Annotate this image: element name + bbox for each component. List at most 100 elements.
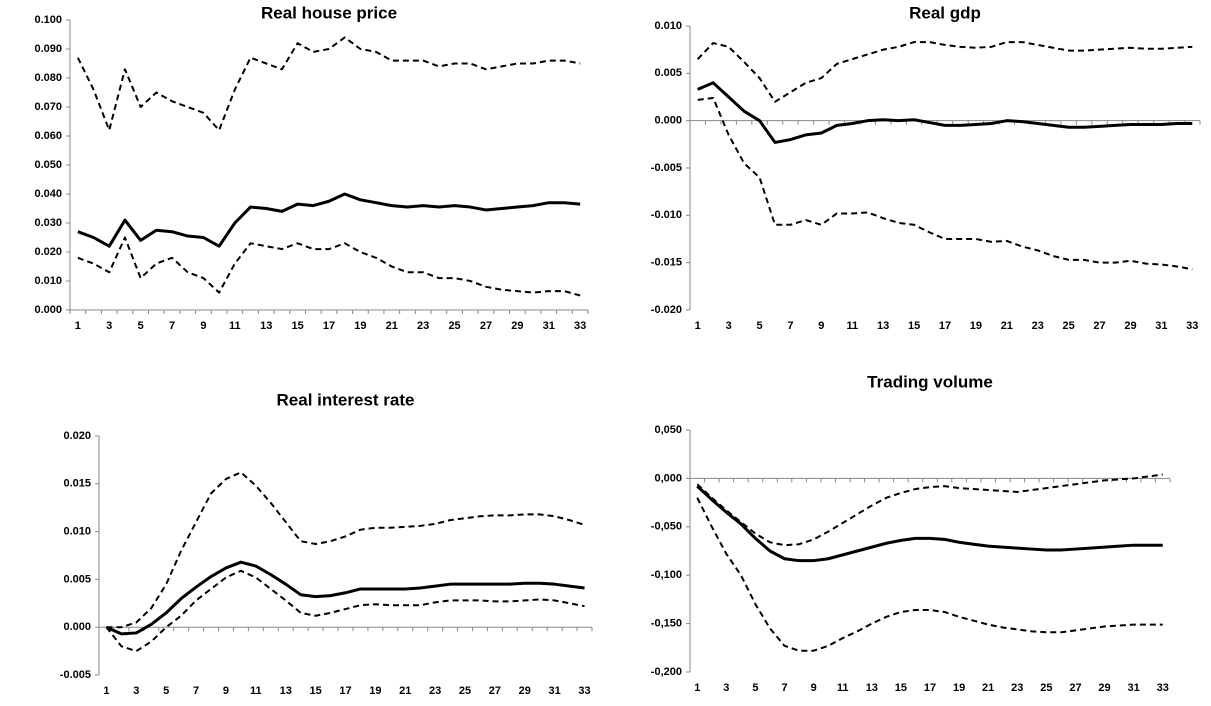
y-tick-label: -0,100 [651,569,682,581]
x-tick-label: 19 [354,320,366,332]
y-tick-label: 0.090 [34,43,62,55]
x-tick-label: 17 [939,320,951,332]
y-tick-label: 0.015 [63,478,91,490]
x-tick-label: 17 [323,320,335,332]
x-tick-label: 19 [953,682,965,694]
x-tick-label: 7 [787,320,793,332]
series-line [106,471,585,629]
series-line [697,96,1193,271]
x-tick-label: 9 [811,682,817,694]
y-tick-label: -0.005 [60,669,91,681]
y-tick-label: 0.010 [654,20,682,32]
series-line [77,192,581,248]
x-tick-label: 15 [291,320,303,332]
x-tick-label: 27 [489,685,501,697]
series-line [697,81,1193,144]
y-tick-label: 0.050 [34,159,62,171]
x-tick-label: 15 [895,682,907,694]
x-tick-label: 29 [1098,682,1110,694]
y-tick-label: 0,050 [654,424,682,436]
x-tick-label: 17 [339,685,351,697]
chart-panel: Real house price 0.000 0.010 0.020 0.030 0.04… [34,3,589,332]
x-tick-label: 9 [200,320,206,332]
chart-title: Real interest rate [277,390,415,409]
y-tick-label: 0.000 [34,304,62,316]
x-tick-label: 29 [1124,320,1136,332]
x-tick-label: 9 [818,320,824,332]
series-line [77,236,581,297]
x-tick-label: 5 [752,682,758,694]
x-tick-label: 5 [138,320,144,332]
series-line [696,473,1163,547]
x-tick-label: 11 [229,320,241,332]
chart-title: Real house price [261,3,397,22]
x-tick-label: 21 [982,682,994,694]
x-tick-label: 33 [1157,682,1169,694]
series-line [105,560,585,636]
x-tick-label: 3 [723,682,729,694]
x-tick-label: 3 [133,685,139,697]
x-tick-label: 21 [1001,320,1013,332]
y-tick-label: -0.015 [651,257,682,269]
x-tick-label: 11 [846,320,858,332]
x-tick-label: 33 [574,320,586,332]
x-tick-label: 9 [223,685,229,697]
x-tick-label: 29 [519,685,531,697]
x-tick-label: 31 [543,320,555,332]
y-tick-label: 0.010 [63,526,91,538]
x-tick-label: 19 [970,320,982,332]
y-tick-label: -0,150 [651,618,682,630]
x-tick-label: 25 [1040,682,1052,694]
x-tick-label: 5 [163,685,169,697]
x-tick-label: 7 [781,682,787,694]
series-line [76,36,581,132]
y-tick-label: 0.030 [34,217,62,229]
y-tick-label: -0.005 [651,162,682,174]
x-tick-label: 25 [459,685,471,697]
x-tick-label: 31 [549,685,561,697]
x-tick-label: 1 [695,320,701,332]
x-tick-label: 3 [726,320,732,332]
x-tick-label: 13 [260,320,272,332]
y-tick-label: -0.020 [651,304,682,316]
x-tick-label: 27 [1069,682,1081,694]
y-tick-label: 0.070 [34,101,62,113]
x-tick-label: 25 [448,320,460,332]
x-tick-label: 5 [756,320,762,332]
x-tick-label: 21 [386,320,398,332]
y-tick-label: -0.010 [651,209,682,221]
x-tick-label: 7 [169,320,175,332]
y-tick-label: 0.080 [34,72,62,84]
y-tick-label: 0.060 [34,130,62,142]
x-tick-label: 23 [417,320,429,332]
x-tick-label: 1 [694,682,700,694]
chart-panel: Trading volume -0,200 -0,150 -0,100 -0,050 0,… [651,372,1171,694]
x-tick-label: 15 [908,320,920,332]
x-tick-label: 31 [1128,682,1140,694]
x-tick-label: 23 [429,685,441,697]
x-tick-label: 3 [106,320,112,332]
y-tick-label: 0.000 [654,115,682,127]
chart-panel: Real interest rate -0.005 0.000 0.005 0.010 0… [60,390,593,697]
y-tick-label: 0.010 [34,275,62,287]
y-tick-label: 0.000 [63,621,91,633]
x-tick-label: 33 [1186,320,1198,332]
x-tick-label: 13 [866,682,878,694]
x-tick-label: 31 [1155,320,1167,332]
y-tick-label: 0.020 [34,246,62,258]
y-tick-label: -0,050 [651,521,682,533]
y-tick-label: 0,000 [654,472,682,484]
x-tick-label: 7 [193,685,199,697]
x-tick-label: 27 [1093,320,1105,332]
series-line [697,41,1193,103]
y-tick-label: 0.020 [63,430,91,442]
chart-title: Real gdp [909,3,981,22]
series-line [105,569,585,653]
x-tick-label: 1 [103,685,109,697]
x-tick-label: 29 [511,320,523,332]
series-line [696,485,1163,563]
x-tick-label: 21 [399,685,411,697]
chart-panel: Real gdp -0.020 -0.015 -0.010 -0.005 0.000 0.0… [651,3,1201,332]
x-tick-label: 23 [1011,682,1023,694]
